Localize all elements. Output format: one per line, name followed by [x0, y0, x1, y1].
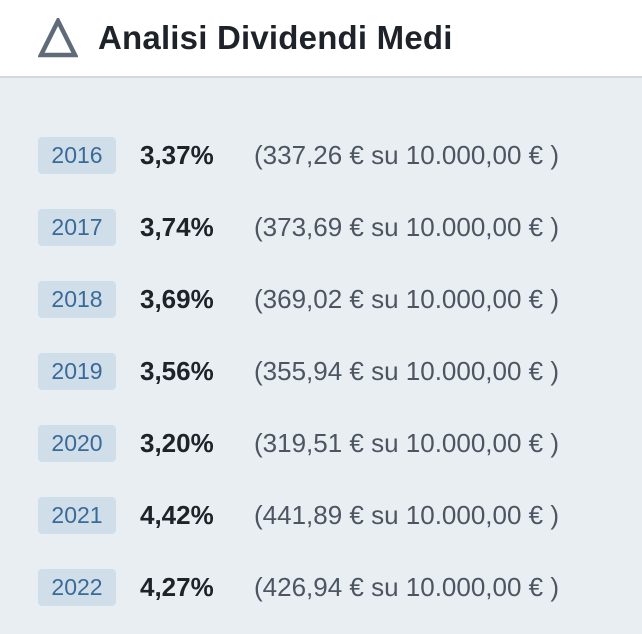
dividend-detail: (373,69 € su 10.000,00 € )	[254, 211, 560, 242]
dividend-row: 2021 4,42% (441,89 € su 10.000,00 € )	[0, 479, 642, 551]
dividend-percent: 4,27%	[140, 571, 214, 602]
year-badge: 2018	[38, 280, 116, 318]
dividend-percent: 3,69%	[140, 283, 214, 314]
year-badge: 2021	[38, 496, 116, 534]
dividend-percent: 4,42%	[140, 499, 214, 530]
year-badge: 2017	[38, 208, 116, 246]
dividend-detail: (369,02 € su 10.000,00 € )	[254, 283, 560, 314]
dividend-row: 2016 3,37% (337,26 € su 10.000,00 € )	[0, 119, 642, 191]
dividend-row: 2022 4,27% (426,94 € su 10.000,00 € )	[0, 551, 642, 623]
dividend-detail: (355,94 € su 10.000,00 € )	[254, 355, 560, 386]
dividend-detail: (426,94 € su 10.000,00 € )	[254, 571, 560, 602]
year-badge: 2019	[38, 352, 116, 390]
dividend-detail: (337,26 € su 10.000,00 € )	[254, 139, 560, 170]
dividend-percent: 3,20%	[140, 427, 214, 458]
dividend-percent: 3,37%	[140, 139, 214, 170]
dividend-row: 2017 3,74% (373,69 € su 10.000,00 € )	[0, 191, 642, 263]
year-badge: 2020	[38, 424, 116, 462]
dividend-percent: 3,74%	[140, 211, 214, 242]
dividend-detail: (319,51 € su 10.000,00 € )	[254, 427, 560, 458]
dividend-row: 2020 3,20% (319,51 € su 10.000,00 € )	[0, 407, 642, 479]
dividend-row: 2019 3,56% (355,94 € su 10.000,00 € )	[0, 335, 642, 407]
panel-header: Analisi Dividendi Medi	[0, 0, 642, 78]
dividend-row: 2018 3,69% (369,02 € su 10.000,00 € )	[0, 263, 642, 335]
dividend-detail: (441,89 € su 10.000,00 € )	[254, 499, 560, 530]
dividend-list: 2016 3,37% (337,26 € su 10.000,00 € ) 20…	[0, 78, 642, 634]
year-badge: 2022	[38, 568, 116, 606]
panel-title: Analisi Dividendi Medi	[98, 19, 453, 56]
delta-triangle-icon	[38, 18, 78, 58]
year-badge: 2016	[38, 136, 116, 174]
dividend-percent: 3,56%	[140, 355, 214, 386]
